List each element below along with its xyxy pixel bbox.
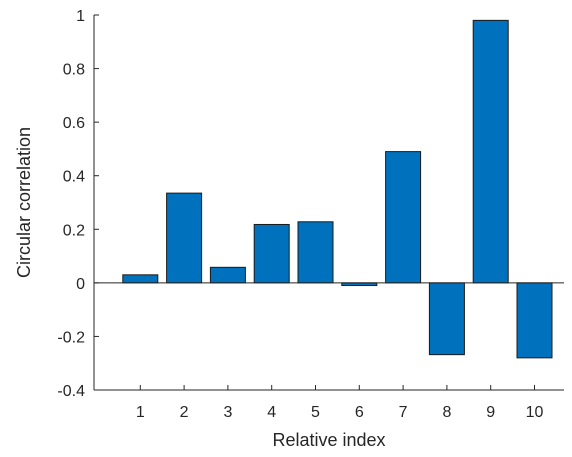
x-tick-labels: 1 2 3 4 5 6 7 8 9 10 xyxy=(136,404,544,421)
bar-10 xyxy=(516,282,553,359)
bar-8 xyxy=(428,282,465,356)
y-tick-labels: -0.4 -0.2 0 0.2 0.4 0.6 0.8 1 xyxy=(57,8,85,400)
x-tick-label: 5 xyxy=(311,404,320,421)
y-tick-label: 0.2 xyxy=(63,222,85,239)
y-tick-label: 0.8 xyxy=(63,62,85,79)
bar-2 xyxy=(166,192,203,284)
bars-group xyxy=(122,19,553,359)
x-tick-label: 1 xyxy=(136,404,145,421)
x-tick-label: 7 xyxy=(399,404,408,421)
bar-5 xyxy=(297,221,334,284)
y-axis-label: Circular correlation xyxy=(14,127,34,278)
y-tick-label: 0.6 xyxy=(63,115,85,132)
bar-3 xyxy=(209,266,246,284)
bar-7 xyxy=(385,151,422,284)
bar-4 xyxy=(253,223,290,284)
x-axis-label: Relative index xyxy=(272,430,385,450)
y-tick-label: 0 xyxy=(76,276,85,293)
bar-1 xyxy=(122,274,159,284)
x-tick-label: 3 xyxy=(223,404,232,421)
x-tick-label: 10 xyxy=(526,404,544,421)
x-tick-label: 8 xyxy=(442,404,451,421)
y-tick-label: -0.2 xyxy=(57,329,85,346)
x-tick-label: 2 xyxy=(180,404,189,421)
y-tick-label: -0.4 xyxy=(57,383,85,400)
x-tick-label: 6 xyxy=(355,404,364,421)
x-tick-label: 9 xyxy=(486,404,495,421)
axes-group xyxy=(93,14,564,391)
x-tick-label: 4 xyxy=(267,404,276,421)
y-tick-label: 1 xyxy=(76,8,85,25)
bar-9 xyxy=(472,19,509,284)
y-tick-label: 0.4 xyxy=(63,169,85,186)
